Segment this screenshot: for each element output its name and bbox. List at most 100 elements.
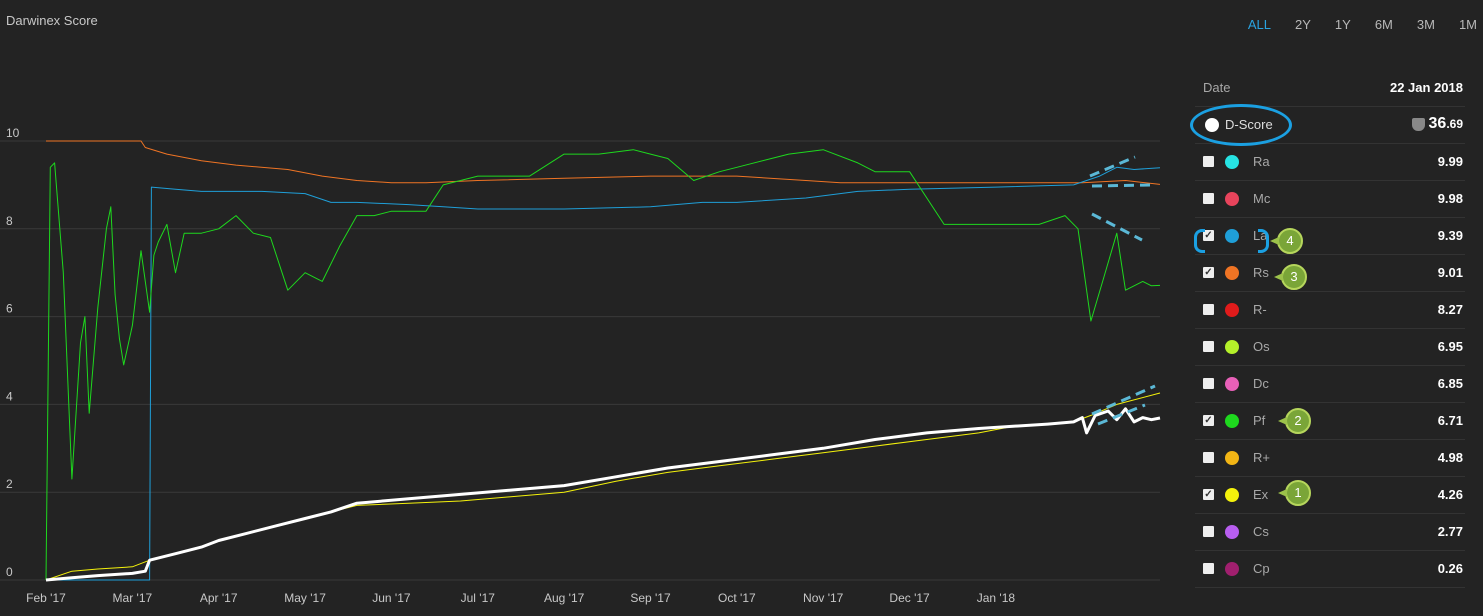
x-tick-label: Jan '18 [977,591,1016,605]
metric-row-dc[interactable]: Dc 6.85 [1195,366,1465,403]
metric-color-dot-icon [1225,525,1239,539]
x-tick-label: Aug '17 [544,591,585,605]
metric-label: Cs [1253,524,1269,539]
metric-value: 0.26 [1437,561,1463,576]
x-tick-label: Apr '17 [200,591,238,605]
metric-row-r[interactable]: R+ 4.98 [1195,440,1465,477]
range-selector: ALL 2Y 1Y 6M 3M 1M [1224,17,1477,32]
metric-row-r[interactable]: R- 8.27 [1195,292,1465,329]
metric-row-os[interactable]: Os 6.95 [1195,329,1465,366]
metric-value: 6.85 [1437,376,1463,391]
metric-checkbox[interactable] [1203,193,1214,204]
trend-annotation-line [1089,155,1136,178]
metric-label: Pf [1253,413,1266,428]
metric-row-pf[interactable]: ✓ Pf 6.71 [1195,403,1465,440]
series-line-d-score [45,407,1161,582]
range-1m[interactable]: 1M [1458,17,1477,32]
metric-row-ex[interactable]: ✓ Ex 4.26 [1195,477,1465,514]
trend-annotation-line [1097,403,1146,426]
y-tick-label: 0 [6,565,13,579]
metric-row-mc[interactable]: Mc 9.98 [1195,181,1465,218]
trend-annotation-line [1091,212,1143,242]
metric-color-dot-icon [1225,266,1239,280]
metric-value: 9.98 [1437,191,1463,206]
annotation-bracket-left [1194,229,1205,253]
x-tick-label: Jun '17 [372,591,411,605]
dscore-value: 36.69 [1428,115,1463,132]
chart-title: Darwinex Score [6,13,98,28]
metric-color-dot-icon [1225,488,1239,502]
metric-value: 6.95 [1437,339,1463,354]
metric-color-dot-icon [1225,377,1239,391]
metric-row-la[interactable]: ✓ La 9.39 [1195,218,1465,255]
metric-value: 9.39 [1437,228,1463,243]
annotation-badge-1: 1 [1278,480,1311,506]
series-line-la [46,166,1161,581]
metric-checkbox[interactable] [1203,378,1214,389]
x-tick-label: Dec '17 [889,591,930,605]
x-tick-label: May '17 [284,591,326,605]
metric-color-dot-icon [1225,451,1239,465]
metric-label: Os [1253,339,1270,354]
y-tick-label: 4 [6,389,13,403]
annotation-badge-2: 2 [1278,408,1311,434]
x-tick-label: Nov '17 [803,591,844,605]
score-chart: 0 2 4 6 8 10 Feb '17 Mar '17 Apr '17 May '17 Jun '… [0,126,1161,605]
annotation-badge-4: 4 [1270,228,1303,254]
metric-checkbox[interactable]: ✓ [1203,267,1214,278]
metric-checkbox[interactable] [1203,452,1214,463]
shield-icon [1412,118,1425,131]
series-line-rs [46,140,1161,185]
y-tick-label: 6 [6,302,13,316]
metric-row-rs[interactable]: ✓ Rs 9.01 [1195,255,1465,292]
y-tick-label: 2 [6,477,13,491]
annotation-bracket-right [1258,229,1269,253]
range-6m[interactable]: 6M [1374,17,1393,32]
x-tick-label: Sep '17 [630,591,671,605]
metric-checkbox[interactable] [1203,341,1214,352]
y-tick-label: 10 [6,126,20,140]
x-tick-label: Mar '17 [113,591,153,605]
metric-label: Rs [1253,265,1269,280]
metric-value: 6.71 [1437,413,1463,428]
metric-color-dot-icon [1225,562,1239,576]
metric-checkbox[interactable] [1203,563,1214,574]
metric-row-ra[interactable]: Ra 9.99 [1195,144,1465,181]
metric-color-dot-icon [1225,192,1239,206]
range-2y[interactable]: 2Y [1295,17,1311,32]
range-1y[interactable]: 1Y [1334,17,1351,32]
x-tick-label: Feb '17 [26,591,66,605]
metric-checkbox[interactable] [1203,156,1214,167]
x-tick-label: Oct '17 [718,591,756,605]
metric-row-cs[interactable]: Cs 2.77 [1195,514,1465,551]
metric-color-dot-icon [1225,303,1239,317]
metric-value: 2.77 [1437,524,1463,539]
metric-color-dot-icon [1225,414,1239,428]
metric-label: Ex [1253,487,1269,502]
metric-checkbox[interactable] [1203,304,1214,315]
metric-checkbox[interactable]: ✓ [1203,415,1214,426]
metric-label: Ra [1253,154,1270,169]
metric-value: 9.01 [1437,265,1463,280]
metric-row-cp[interactable]: Cp 0.26 [1195,551,1465,588]
date-label: Date [1203,80,1231,95]
range-3m[interactable]: 3M [1416,17,1435,32]
metric-value: 8.27 [1437,302,1463,317]
metric-label: R- [1253,302,1267,317]
x-tick-label: Jul '17 [461,591,496,605]
trend-annotation-line [1091,183,1151,188]
metric-checkbox[interactable]: ✓ [1203,230,1214,241]
range-all[interactable]: ALL [1247,17,1271,32]
metric-color-dot-icon [1225,340,1239,354]
annotation-badge-3: 3 [1274,264,1307,290]
metric-value: 4.98 [1437,450,1463,465]
metric-checkbox[interactable]: ✓ [1203,489,1214,500]
metric-value: 9.99 [1437,154,1463,169]
metric-checkbox[interactable] [1203,526,1214,537]
trend-annotation-line [1091,384,1156,416]
series-line-pf [45,149,1161,581]
y-tick-label: 8 [6,214,13,228]
metric-label: Mc [1253,191,1271,206]
dscore-highlight-ring [1190,104,1292,146]
metric-label: R+ [1253,450,1270,465]
